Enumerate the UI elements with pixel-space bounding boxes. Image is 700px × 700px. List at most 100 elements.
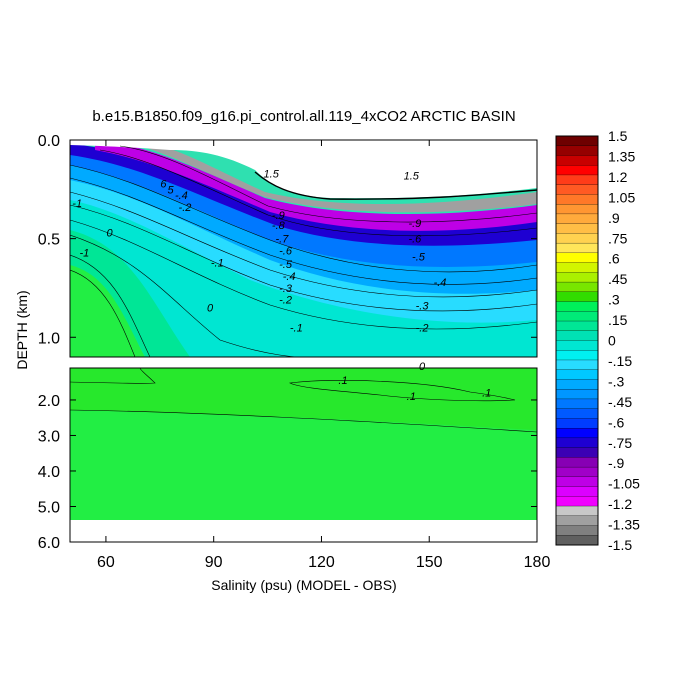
colorbar-swatch [555,515,599,526]
y-tick-label: 4.0 [38,464,60,481]
colorbar-label: -.75 [608,435,632,451]
colorbar-swatch [555,496,599,507]
colorbar-swatch [555,272,599,283]
contour-label: 1.5 [264,168,280,180]
contour-label: -.5 [412,251,426,263]
chart-title: b.e15.B1850.f09_g16.pi_control.all.119_4… [92,108,515,125]
colorbar-swatch [555,155,599,166]
colorbar-label: 0 [608,333,616,349]
colorbar-swatch [555,379,599,390]
colorbar-label: -.3 [608,373,625,389]
colorbar-swatch [555,418,599,429]
lower-panel [70,368,537,542]
contour-label: -.2 [179,202,192,214]
x-axis-label: Salinity (psu) (MODEL - OBS) [211,577,396,593]
colorbar-label: -.15 [608,353,632,369]
colorbar-label: 1.5 [608,128,628,144]
contour-band [95,140,537,231]
y-tick-label: 6.0 [38,535,60,552]
colorbar-swatch [555,457,599,468]
contour-band [70,260,145,357]
upper-contour-labels: 1.5 1.5-10-1-.9-.8-.7-.6-.5-.4-.3-.2-.1-.… [72,168,446,334]
colorbar-label: -.45 [608,394,632,410]
colorbar-swatch [555,359,599,371]
colorbar-swatch [555,213,599,225]
contour-band [70,230,190,357]
contour-label: .1 [338,375,347,387]
contour-label: -.2 [279,295,292,307]
colorbar-swatch [555,145,599,156]
x-axis: 60 90 120 150 180 [97,140,550,571]
colorbar-swatch [555,389,599,400]
colorbar-swatch [555,350,599,361]
colorbar-label: .15 [608,312,628,328]
x-tick-label: 60 [97,554,115,571]
colorbar-swatch [555,242,599,254]
colorbar-swatch [555,330,599,341]
colorbar-swatch [555,476,599,488]
colorbar-swatch [555,398,599,410]
contour-label: 0 [419,361,426,373]
colorbar-label: .6 [608,251,620,267]
lower-contour-labels: 0 .1 .1 .1 [338,361,491,403]
contour-label: -.9 [408,218,421,230]
x-tick-label: 150 [416,554,443,571]
contour-label: -.4 [175,190,188,202]
colorbar: 1.5 1.35 1.2 1.05 .9 .75 .6 .45 .3 .15 0 -.15 -.3 -.4… [555,128,640,553]
colorbar-label: 1.2 [608,169,628,185]
no-data-region [70,520,537,542]
contour-label: -.2 [416,322,429,334]
colorbar-label: 1.35 [608,148,635,164]
colorbar-label: .3 [608,292,620,308]
contour-label: -1 [79,247,89,259]
contour-label: 0 [207,303,214,315]
colorbar-swatch [555,135,599,147]
y-axis-upper: 0.0 0.5 1.0 [38,133,537,347]
colorbar-swatch [555,165,599,176]
colorbar-swatch [555,252,599,264]
colorbar-swatch [555,194,599,205]
x-tick-label: 180 [524,554,551,571]
colorbar-swatch [555,262,599,273]
colorbar-swatch [555,291,599,302]
colorbar-swatch [555,505,599,517]
upper-panel-frame [69,139,538,358]
colorbar-swatch [555,466,599,478]
y-axis-label: DEPTH (km) [14,290,30,369]
contour-band [70,160,537,323]
y-tick-label: 0.5 [38,232,60,249]
colorbar-swatch [555,301,599,312]
colorbar-swatch [555,340,599,351]
x-tick-label: 120 [308,554,335,571]
contour-label: -.9 [272,210,285,222]
contour-label: -1 [72,198,82,210]
colorbar-label: -.6 [608,414,625,430]
colorbar-swatch [555,447,599,458]
colorbar-label: 1.05 [608,189,635,205]
contour-label: -.1 [290,322,303,334]
colorbar-swatch [555,223,599,234]
colorbar-swatch [555,174,599,186]
colorbar-swatch [555,204,599,215]
contour-label: -.4 [283,271,296,283]
contour-label: 6 [160,178,167,190]
contour-band [70,368,537,430]
no-data-region [70,140,537,199]
y-tick-label: 0.0 [38,133,60,150]
colorbar-swatch [555,369,599,380]
colorbar-label: -1.35 [608,517,640,533]
colorbar-swatch [555,535,599,546]
contour-label: -.3 [279,283,293,295]
contour-label: -.4 [434,277,447,289]
colorbar-label: .75 [608,230,628,246]
contour-label: 1.5 [404,170,420,182]
colorbar-swatch [555,427,599,439]
colorbar-frame [555,135,599,546]
colorbar-swatch [555,408,599,419]
contour-label: .1 [407,391,416,403]
colorbar-label: -1.05 [608,476,640,492]
y-tick-label: 5.0 [38,499,60,516]
colorbar-swatch [555,486,599,497]
colorbar-swatch [555,281,599,293]
